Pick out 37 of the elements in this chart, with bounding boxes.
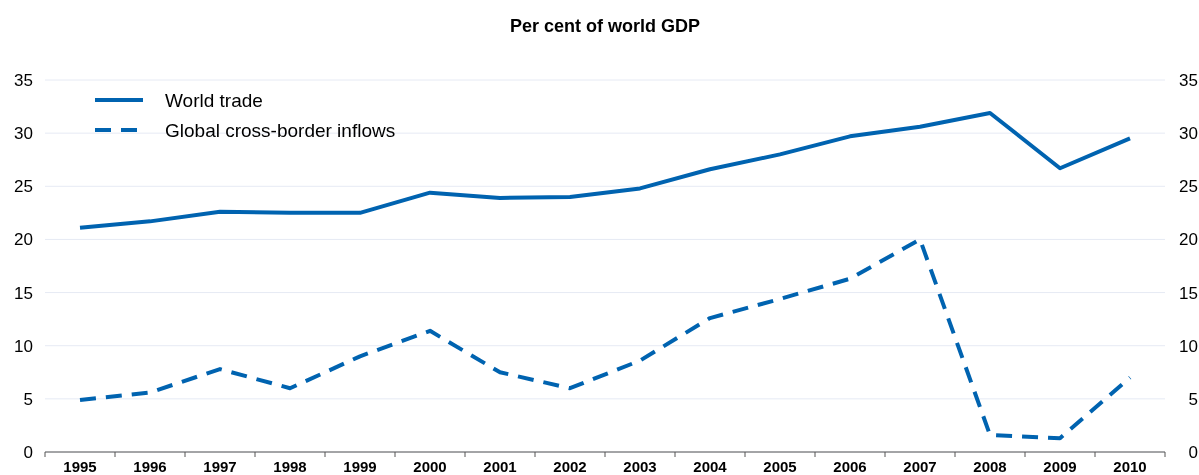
- y2-tick-label: 10: [1179, 336, 1198, 356]
- legend-label: Global cross-border inflows: [165, 120, 396, 141]
- y2-tick-label: 5: [1188, 389, 1198, 409]
- y-tick-label: 25: [14, 177, 33, 197]
- y2-tick-label: 35: [1179, 71, 1198, 90]
- y2-tick-label: 30: [1179, 124, 1198, 144]
- y2-tick-label: 0: [1188, 443, 1198, 462]
- x-tick-label: 2007: [903, 458, 937, 475]
- y-tick-label: 35: [14, 71, 33, 90]
- x-tick-label: 2005: [763, 458, 797, 475]
- x-tick-label: 2010: [1113, 458, 1147, 475]
- x-tick-label: 1998: [273, 458, 307, 475]
- y-tick-label: 30: [14, 124, 33, 144]
- y-tick-label: 15: [14, 283, 33, 303]
- x-tick-label: 1996: [133, 458, 167, 475]
- y2-tick-label: 20: [1179, 230, 1198, 250]
- chart-title: Per cent of world GDP: [509, 16, 701, 36]
- y-tick-label: 5: [23, 389, 33, 409]
- x-tick-label: 2008: [973, 458, 1007, 475]
- line-series: [78, 237, 1132, 441]
- y-tick-label: 20: [14, 230, 33, 250]
- legend-label: World trade: [165, 90, 263, 111]
- x-tick-label: 1997: [203, 458, 237, 475]
- y2-tick-label: 25: [1179, 177, 1198, 197]
- x-tick-label: 1999: [343, 458, 377, 475]
- x-tick-label: 2000: [413, 458, 447, 475]
- x-tick-label: 2001: [483, 458, 517, 475]
- x-tick-label: 2003: [623, 458, 657, 475]
- x-tick-label: 2004: [693, 458, 728, 475]
- y2-tick-label: 15: [1179, 283, 1198, 303]
- y-tick-label: 0: [23, 443, 33, 462]
- x-tick-label: 2002: [553, 458, 587, 475]
- x-tick-label: 2009: [1043, 458, 1077, 475]
- y-tick-label: 10: [14, 336, 33, 356]
- x-tick-label: 2006: [833, 458, 867, 475]
- line-series: [78, 110, 1132, 230]
- x-tick-label: 1995: [63, 458, 97, 475]
